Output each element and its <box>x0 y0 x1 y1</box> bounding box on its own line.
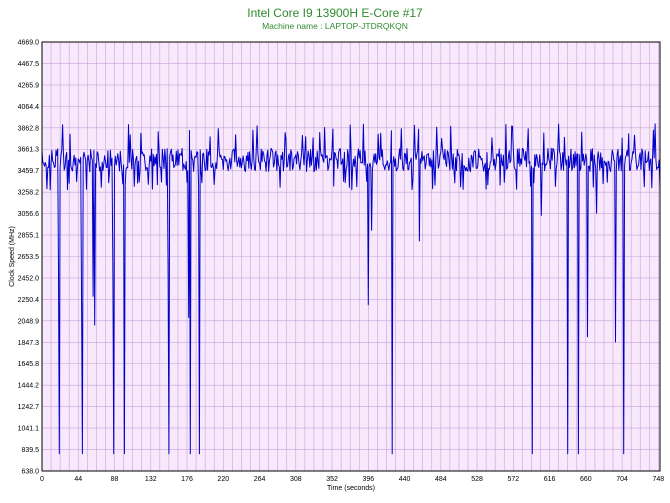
chart-subtitle: Machine name : LAPTOP-JTDRQKQN <box>262 21 408 31</box>
x-tick-label: 308 <box>290 476 302 483</box>
y-tick-label: 3258.2 <box>18 190 40 197</box>
y-tick-label: 3056.6 <box>18 211 40 218</box>
x-tick-labels: 0 44 88 132 176 220 264 308 352 396 440 484 528 572 61… <box>40 476 664 483</box>
y-tick-label: 2452.0 <box>18 275 40 282</box>
y-tick-label: 2653.5 <box>18 254 40 261</box>
x-axis-label: Time (seconds) <box>327 485 375 492</box>
x-tick-label: 440 <box>399 476 411 483</box>
x-tick-label: 176 <box>181 476 193 483</box>
x-tick-label: 220 <box>217 476 229 483</box>
x-tick-label: 132 <box>145 476 157 483</box>
y-axis-label: Clock Speed (MHz) <box>9 226 16 287</box>
y-tick-label: 1847.3 <box>18 340 40 347</box>
x-tick-label: 528 <box>471 476 483 483</box>
y-tick-label: 4467.5 <box>18 61 40 68</box>
y-tick-label: 2250.4 <box>18 297 40 304</box>
chart-title: Intel Core I9 13900H E-Core #17 <box>247 6 423 20</box>
x-tick-label: 88 <box>111 476 119 483</box>
y-tick-label: 2048.9 <box>18 318 40 325</box>
y-tick-label: 4265.9 <box>18 82 40 89</box>
x-tick-label: 264 <box>254 476 266 483</box>
x-tick-label: 44 <box>74 476 82 483</box>
y-tick-label: 3459.7 <box>18 168 40 175</box>
y-tick-label: 1242.7 <box>18 404 40 411</box>
x-tick-label: 660 <box>580 476 592 483</box>
x-tick-label: 616 <box>544 476 556 483</box>
y-tick-labels: 638.0 839.5 1041.1 1242.7 1444.2 1645.8 1847.3… <box>18 40 40 476</box>
y-tick-label: 2855.1 <box>18 233 40 240</box>
x-tick-label: 484 <box>435 476 447 483</box>
x-tick-label: 352 <box>326 476 338 483</box>
x-tick-label: 572 <box>507 476 519 483</box>
x-tick-label: 748 <box>653 476 665 483</box>
plot-border <box>41 41 661 472</box>
y-tick-label: 3661.3 <box>18 147 40 154</box>
x-tick-label: 396 <box>362 476 374 483</box>
series-line <box>41 123 661 455</box>
x-tick-label: 0 <box>40 476 44 483</box>
y-tick-label: 839.5 <box>21 447 39 454</box>
y-tick-label: 4064.4 <box>18 104 40 111</box>
y-tick-label: 638.0 <box>21 469 39 476</box>
y-tick-label: 1645.8 <box>18 361 40 368</box>
y-tick-label: 4669.0 <box>18 40 40 47</box>
y-tick-label: 1041.1 <box>18 426 40 433</box>
x-tick-label: 704 <box>616 476 628 483</box>
y-tick-label: 3862.8 <box>18 125 40 132</box>
y-tick-label: 1444.2 <box>18 383 40 390</box>
